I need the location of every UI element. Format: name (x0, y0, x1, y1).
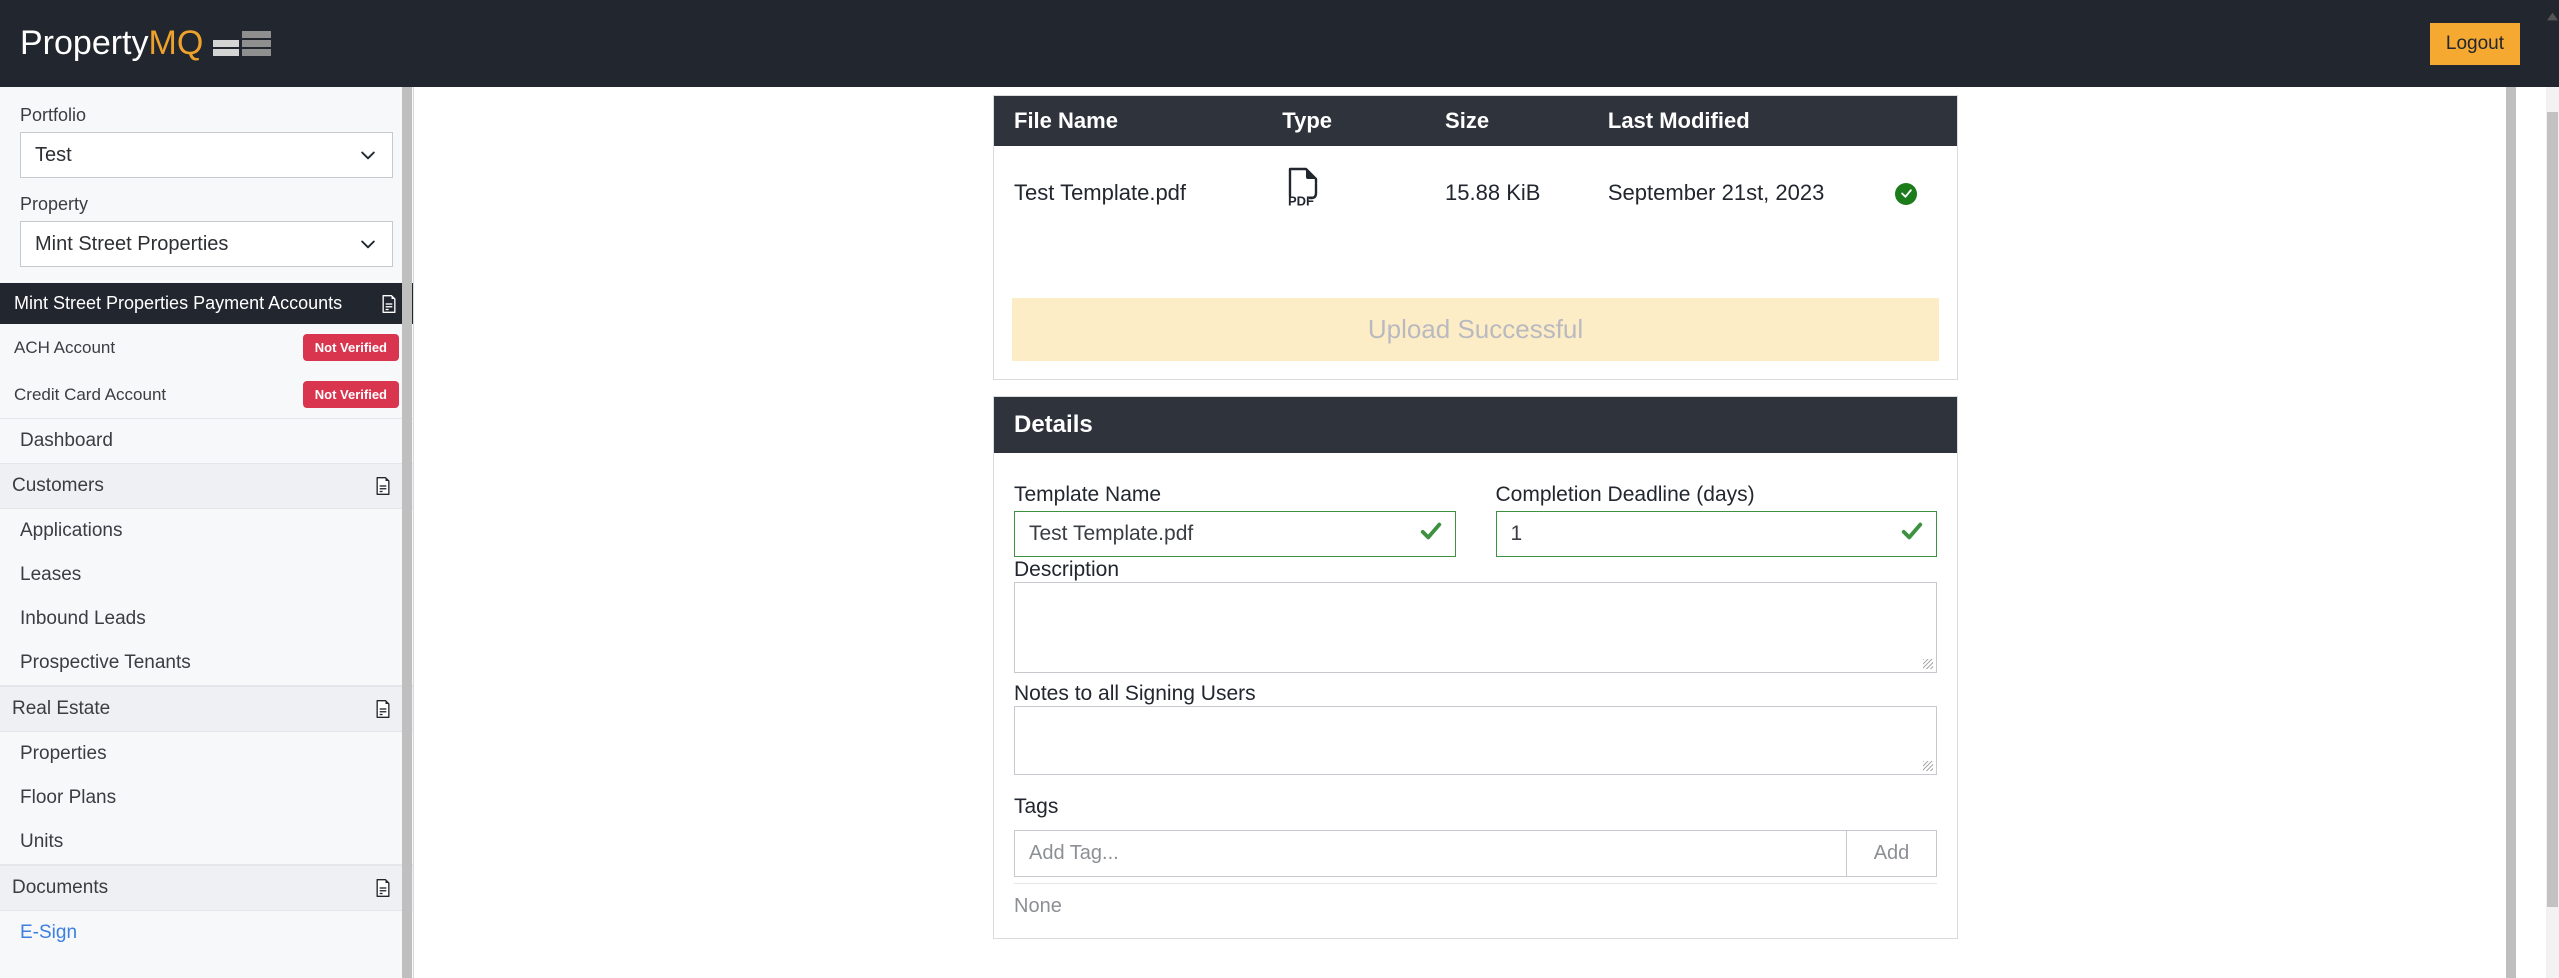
svg-text:PDF: PDF (1288, 194, 1314, 209)
